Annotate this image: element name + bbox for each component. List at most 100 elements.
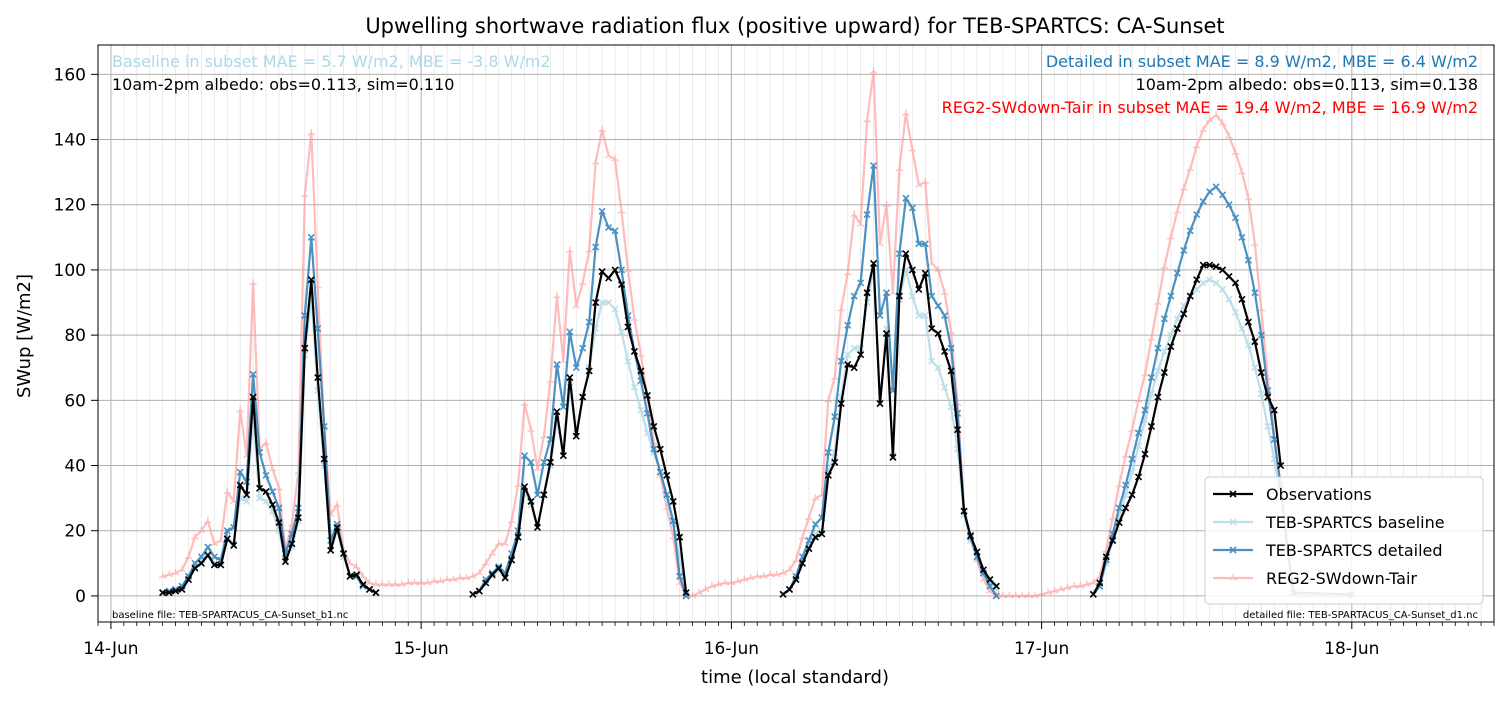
data-point bbox=[256, 494, 264, 502]
data-point bbox=[365, 585, 374, 593]
data-point bbox=[553, 292, 561, 299]
data-point bbox=[934, 329, 942, 338]
data-point bbox=[307, 129, 316, 136]
legend-label: REG2-SWdown-Tair bbox=[1266, 569, 1417, 588]
reg2-stats-annotation: REG2-SWdown-Tair in subset MAE = 19.4 W/… bbox=[942, 98, 1478, 117]
data-point bbox=[727, 578, 736, 586]
data-point bbox=[940, 288, 949, 296]
data-point bbox=[941, 347, 949, 355]
data-point bbox=[650, 445, 658, 453]
data-point bbox=[191, 533, 199, 540]
series-observations bbox=[159, 250, 1285, 598]
series-layer bbox=[158, 67, 1356, 600]
data-point bbox=[281, 558, 289, 566]
data-point bbox=[1244, 194, 1253, 201]
data-point bbox=[954, 426, 962, 434]
data-point bbox=[1147, 422, 1156, 430]
data-point bbox=[856, 220, 865, 227]
data-point bbox=[262, 488, 270, 496]
data-point bbox=[811, 520, 819, 528]
data-point bbox=[928, 292, 936, 300]
data-point bbox=[934, 265, 942, 273]
data-point bbox=[1115, 481, 1123, 488]
data-point bbox=[921, 312, 929, 320]
data-point bbox=[908, 145, 917, 152]
data-point bbox=[249, 370, 257, 378]
data-point bbox=[508, 556, 516, 564]
data-point bbox=[527, 497, 535, 505]
data-point bbox=[572, 364, 580, 372]
data-point bbox=[869, 67, 878, 74]
axis-layer: 14-Jun 15-Jun 16-Jun 17-Jun 18-Jun 0 20 40 60 80 1… bbox=[54, 65, 1495, 659]
series-line bbox=[1092, 263, 1282, 595]
data-point bbox=[772, 570, 781, 578]
data-point bbox=[663, 491, 671, 499]
data-point bbox=[1186, 227, 1194, 235]
data-point bbox=[1154, 298, 1162, 306]
data-point bbox=[1160, 262, 1169, 270]
data-point bbox=[475, 569, 484, 576]
data-point bbox=[397, 580, 406, 588]
data-point bbox=[676, 533, 684, 541]
data-point bbox=[1167, 331, 1175, 339]
data-point bbox=[520, 399, 529, 407]
data-point bbox=[301, 344, 309, 352]
data-point bbox=[895, 164, 904, 172]
data-point bbox=[1212, 183, 1220, 191]
data-point bbox=[805, 545, 813, 553]
data-point bbox=[605, 274, 613, 282]
data-point bbox=[811, 494, 820, 501]
data-point bbox=[275, 519, 283, 527]
data-point bbox=[986, 582, 994, 590]
data-point bbox=[837, 400, 845, 408]
data-point bbox=[792, 576, 800, 584]
data-point bbox=[882, 329, 891, 338]
data-point bbox=[223, 527, 231, 535]
data-point bbox=[217, 561, 225, 569]
data-point bbox=[630, 314, 639, 322]
x-axis-label: time (local standard) bbox=[701, 667, 889, 688]
data-point bbox=[921, 240, 929, 248]
data-point bbox=[1270, 406, 1278, 414]
data-point bbox=[701, 585, 710, 592]
data-point bbox=[585, 246, 593, 253]
data-point bbox=[785, 585, 794, 593]
data-point bbox=[1238, 325, 1246, 333]
data-point bbox=[1193, 210, 1201, 219]
data-point bbox=[482, 579, 490, 587]
data-point bbox=[611, 155, 619, 162]
x-tick-label: 15-Jun bbox=[394, 639, 449, 659]
data-point bbox=[436, 577, 445, 584]
data-point bbox=[992, 582, 1000, 590]
data-point bbox=[301, 190, 309, 198]
baseline-stats-annotation: Baseline in subset MAE = 5.7 W/m2, MBE =… bbox=[112, 52, 551, 71]
data-point bbox=[159, 589, 167, 597]
data-point bbox=[611, 227, 619, 235]
data-point bbox=[1167, 233, 1175, 240]
data-point bbox=[1121, 451, 1130, 459]
data-point bbox=[1244, 318, 1252, 326]
data-point bbox=[876, 400, 884, 408]
data-point bbox=[1251, 239, 1259, 247]
data-point bbox=[895, 250, 903, 258]
data-point bbox=[1270, 435, 1278, 444]
data-point bbox=[1160, 369, 1168, 377]
data-point bbox=[210, 539, 219, 547]
data-point bbox=[928, 357, 936, 365]
data-point bbox=[650, 422, 658, 430]
data-point bbox=[469, 590, 477, 598]
data-point bbox=[243, 497, 251, 505]
data-point bbox=[533, 523, 542, 532]
data-point bbox=[340, 549, 348, 558]
data-point bbox=[352, 562, 361, 570]
data-point bbox=[236, 468, 244, 476]
data-point bbox=[333, 500, 341, 508]
data-point bbox=[1231, 308, 1240, 316]
data-point bbox=[475, 587, 483, 595]
data-point bbox=[947, 367, 955, 375]
data-point bbox=[624, 323, 632, 331]
data-point bbox=[288, 540, 296, 548]
data-point bbox=[902, 194, 910, 202]
data-point bbox=[1134, 429, 1143, 437]
